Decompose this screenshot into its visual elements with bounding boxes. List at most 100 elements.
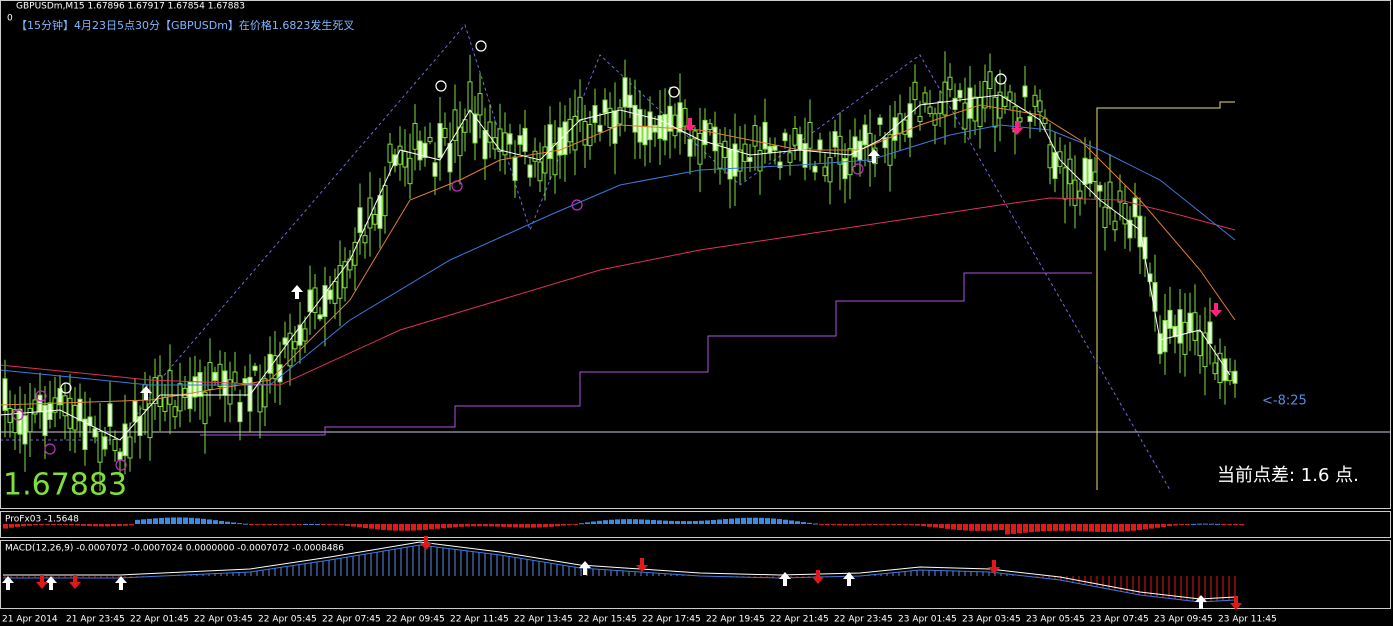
profx-bar — [417, 524, 422, 531]
candle-body — [1127, 219, 1133, 239]
profx-bar — [981, 524, 986, 531]
profx-bar — [327, 524, 332, 525]
profx-bar — [645, 519, 650, 524]
profx-bar — [1227, 524, 1232, 525]
candle-body — [997, 91, 1003, 119]
profx-bar — [1209, 523, 1214, 525]
candle-body — [667, 105, 673, 132]
candle-body — [292, 341, 298, 350]
profx-bar — [141, 519, 146, 524]
profx-bar — [471, 524, 476, 527]
profx-bar — [783, 519, 788, 524]
profx-bar — [615, 519, 620, 524]
candle-body — [1132, 197, 1138, 218]
profx-bar — [255, 524, 260, 525]
profx-bar — [483, 524, 488, 527]
profx-bar — [339, 524, 344, 526]
profx-bar — [669, 520, 674, 524]
candle-body — [182, 387, 188, 398]
candle-body — [1157, 333, 1163, 355]
time-label: 22 Apr 23:45 — [834, 615, 893, 625]
candle-body — [482, 129, 488, 160]
candle-body — [342, 261, 348, 289]
candle-body — [517, 135, 523, 145]
channel-step — [200, 272, 1092, 436]
candle-body — [462, 119, 468, 133]
candle-body — [882, 137, 888, 149]
candle-body — [317, 314, 323, 320]
profx-bar — [555, 524, 560, 527]
candle-body — [887, 134, 893, 166]
profx-bar — [813, 523, 818, 525]
candle-body — [307, 289, 313, 313]
profx-bar — [1215, 523, 1220, 525]
profx-bar — [15, 524, 20, 527]
candle-body — [117, 451, 123, 461]
time-label: 22 Apr 15:45 — [578, 615, 637, 625]
signal-face — [60, 382, 72, 394]
profx-bar — [771, 518, 776, 524]
candle-body — [502, 132, 508, 156]
candle-body — [402, 150, 408, 168]
candle-body — [277, 364, 283, 383]
profx-bar — [411, 524, 416, 531]
candle-body — [967, 87, 973, 119]
profx-bar — [861, 524, 866, 526]
candle-body — [552, 143, 558, 176]
profx-bar — [1053, 524, 1058, 531]
candle-body — [902, 119, 908, 135]
candle-body — [892, 117, 898, 141]
candle-body — [42, 404, 48, 437]
signal-arrow — [579, 561, 591, 575]
profx-bar — [1047, 524, 1052, 532]
profx-bar — [1101, 524, 1106, 532]
time-label: 23 Apr 09:45 — [1154, 615, 1213, 625]
profx-bar — [489, 524, 494, 527]
candle-body — [947, 76, 953, 90]
profx-bar — [51, 524, 56, 525]
candle-body — [772, 145, 778, 151]
signal-arrow — [1230, 596, 1242, 610]
candle-body — [647, 111, 653, 141]
ma-orange — [0, 104, 1236, 406]
macd-line — [3, 541, 1236, 600]
time-label: 22 Apr 19:45 — [706, 615, 765, 625]
profx-bar — [39, 524, 44, 525]
candle-body — [827, 157, 833, 183]
profx-bar — [87, 524, 92, 527]
candle-body — [237, 401, 243, 423]
candle-body — [1162, 319, 1168, 353]
candle-body — [542, 146, 548, 174]
profx-bar — [333, 524, 338, 525]
signal-arrow — [291, 285, 303, 299]
candle-body — [357, 207, 363, 233]
profx-bar — [795, 521, 800, 524]
profx-bar — [843, 524, 848, 526]
candle-body — [452, 109, 458, 141]
time-label: 22 Apr 09:45 — [386, 615, 445, 625]
profx-bar — [915, 524, 920, 526]
profx-bar — [1233, 524, 1238, 525]
candle-body — [962, 102, 968, 130]
macd-label: MACD(12,26,9) -0.0007072 -0.0007024 0.00… — [5, 544, 344, 554]
time-label: 22 Apr 03:45 — [194, 615, 253, 625]
candle-body — [1092, 171, 1098, 183]
candle-body — [257, 384, 263, 413]
candle-body — [62, 395, 68, 417]
signal-arrow — [36, 575, 48, 589]
signal-arrow — [1210, 303, 1222, 317]
profx-bar — [177, 517, 182, 524]
candle-body — [232, 371, 238, 384]
profx-bar — [1155, 524, 1160, 528]
profx-bar — [693, 520, 698, 524]
profx-bar — [1179, 524, 1184, 525]
profx-bar — [165, 517, 170, 524]
macd-frame — [0, 540, 1391, 609]
profx-bar — [291, 524, 296, 525]
candle-body — [217, 363, 223, 387]
candle-body — [1187, 312, 1193, 333]
signal-face — [475, 40, 487, 52]
profx-bar — [597, 520, 602, 524]
candle-body — [412, 122, 418, 150]
